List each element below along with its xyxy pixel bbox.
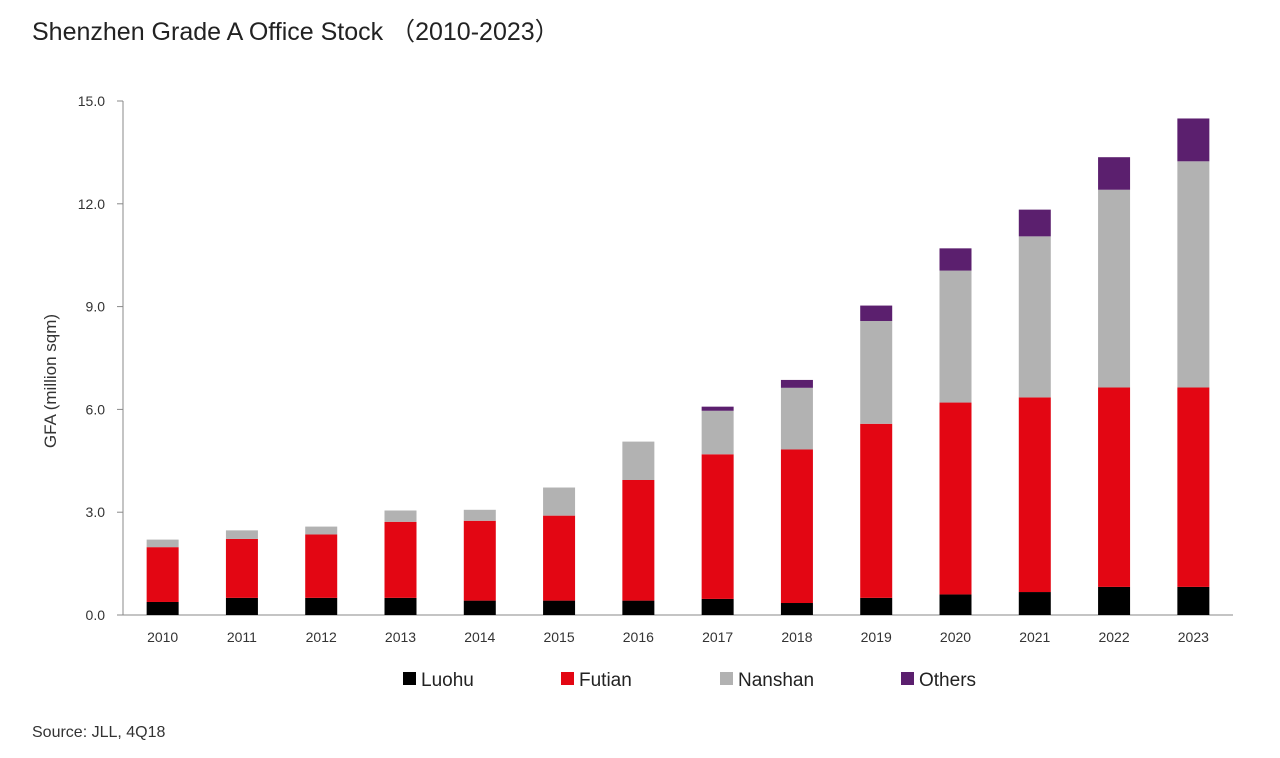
bar-luohu-2022	[1098, 586, 1131, 615]
legend-label-others: Others	[919, 670, 976, 691]
x-tick-label: 2023	[1178, 629, 1209, 645]
legend: Luohu Futian Nanshan Others	[403, 670, 976, 691]
bar-others-2018	[780, 379, 813, 388]
x-tick-label: 2017	[702, 629, 733, 645]
x-tick-label: 2020	[940, 629, 971, 645]
bar-luohu-2015	[543, 600, 576, 615]
legend-label-futian: Futian	[579, 670, 632, 691]
bar-nanshan-2022	[1098, 189, 1131, 388]
x-tick-label: 2016	[623, 629, 654, 645]
x-tick-label: 2015	[543, 629, 574, 645]
bar-futian-2019	[860, 423, 893, 598]
bar-others-2021	[1018, 209, 1051, 237]
bar-luohu-2014	[463, 600, 496, 615]
bar-nanshan-2010	[146, 539, 179, 548]
x-axis: 2010 2011 2012 2013 2014 2015 2016 2017 2018 2019…	[123, 614, 1233, 645]
bar-futian-2013	[384, 521, 417, 598]
bar-futian-2012	[305, 534, 338, 598]
bar-futian-2020	[939, 402, 972, 595]
legend-swatch-others	[901, 672, 914, 685]
x-tick-label: 2019	[861, 629, 892, 645]
x-tick-label: 2014	[464, 629, 495, 645]
legend-swatch-luohu	[403, 672, 416, 685]
legend-label-nanshan: Nanshan	[738, 670, 814, 691]
bar-nanshan-2021	[1018, 236, 1051, 398]
bar-others-2022	[1098, 157, 1131, 190]
bar-nanshan-2018	[780, 387, 813, 450]
bar-others-2020	[939, 248, 972, 271]
chart-title: Shenzhen Grade A Office Stock （2010-2023…	[32, 18, 560, 46]
bar-nanshan-2016	[622, 441, 655, 480]
bar-luohu-2012	[305, 597, 338, 615]
bar-nanshan-2012	[305, 526, 338, 535]
bar-futian-2023	[1177, 387, 1210, 587]
x-tick-label: 2011	[227, 629, 257, 645]
bar-luohu-2013	[384, 597, 417, 615]
y-tick-label: 9.0	[86, 299, 106, 315]
bars	[146, 118, 1210, 615]
bar-nanshan-2013	[384, 510, 417, 522]
legend-label-luohu: Luohu	[421, 670, 474, 691]
bar-futian-2018	[780, 449, 813, 603]
x-tick-label: 2021	[1019, 629, 1050, 645]
bar-others-2017	[701, 406, 734, 411]
bar-futian-2011	[225, 538, 258, 598]
x-tick-label: 2018	[781, 629, 812, 645]
bar-nanshan-2011	[225, 530, 258, 539]
bar-nanshan-2014	[463, 509, 496, 521]
x-tick-label: 2022	[1098, 629, 1129, 645]
bar-luohu-2010	[146, 601, 179, 615]
bar-nanshan-2017	[701, 410, 734, 455]
bar-futian-2010	[146, 547, 179, 602]
bar-futian-2015	[543, 515, 576, 601]
bar-others-2023	[1177, 118, 1210, 162]
y-axis-label: GFA (million sqm)	[41, 314, 60, 448]
bar-futian-2022	[1098, 387, 1131, 587]
y-tick-label: 0.0	[86, 607, 106, 623]
bar-luohu-2018	[780, 603, 813, 615]
bar-others-2019	[860, 305, 893, 321]
bar-nanshan-2023	[1177, 161, 1210, 388]
source-note: Source: JLL, 4Q18	[32, 724, 166, 741]
bar-nanshan-2019	[860, 320, 893, 424]
y-tick-label: 15.0	[78, 93, 105, 109]
bar-luohu-2021	[1018, 592, 1051, 615]
x-tick-label: 2013	[385, 629, 416, 645]
bar-luohu-2016	[622, 600, 655, 615]
bar-futian-2014	[463, 520, 496, 601]
x-tick-label: 2010	[147, 629, 178, 645]
y-tick-label: 6.0	[86, 401, 106, 417]
bar-luohu-2020	[939, 594, 972, 615]
y-tick-label: 12.0	[78, 196, 105, 212]
bar-luohu-2017	[701, 598, 734, 615]
bar-futian-2021	[1018, 397, 1051, 593]
y-axis: 0.0 3.0 6.0 9.0 12.0 15.0	[78, 93, 124, 623]
bar-luohu-2023	[1177, 586, 1210, 615]
legend-swatch-futian	[561, 672, 574, 685]
bar-nanshan-2015	[543, 487, 576, 516]
bar-futian-2016	[622, 479, 655, 601]
bar-nanshan-2020	[939, 270, 972, 403]
bar-futian-2017	[701, 454, 734, 599]
y-tick-label: 3.0	[86, 504, 106, 520]
legend-swatch-nanshan	[720, 672, 733, 685]
x-tick-label: 2012	[306, 629, 337, 645]
bar-luohu-2019	[860, 597, 893, 615]
bar-luohu-2011	[225, 597, 258, 615]
